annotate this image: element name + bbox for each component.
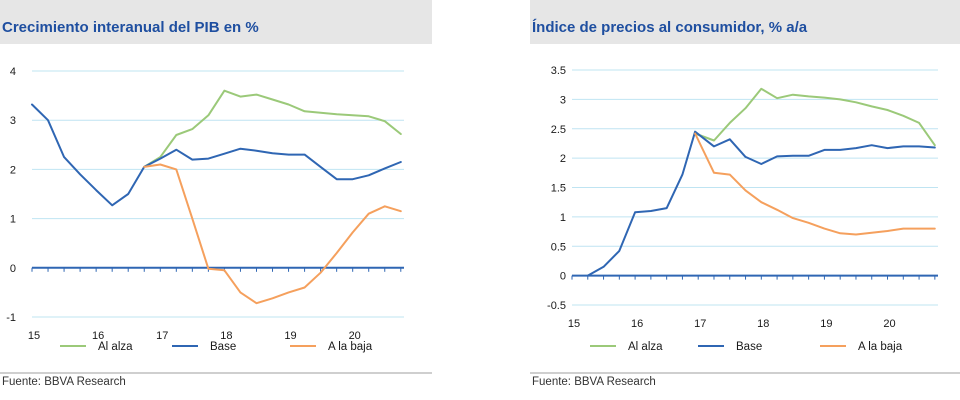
chart-title-bar: Índice de precios al consumidor, % a/a <box>530 0 960 44</box>
y-tick-label: 2 <box>560 153 566 165</box>
y-tick-label: 2.5 <box>551 124 566 136</box>
y-tick-label: 0 <box>10 263 16 275</box>
footer-divider <box>0 372 432 374</box>
legend-label: Al alza <box>98 341 133 353</box>
x-tick-label: 16 <box>92 330 104 342</box>
y-tick-label: 4 <box>10 66 16 78</box>
x-tick-label: 17 <box>694 318 706 330</box>
y-tick-label: -0.5 <box>547 300 566 312</box>
legend-label: Al alza <box>628 341 663 353</box>
x-tick-label: 15 <box>28 330 40 342</box>
x-tick-label: 16 <box>631 318 643 330</box>
x-tick-label: 19 <box>820 318 832 330</box>
x-tick-label: 20 <box>349 330 361 342</box>
series-line-base <box>586 130 936 277</box>
chart-title: Crecimiento interanual del PIB en % <box>2 19 259 36</box>
legend-label: A la baja <box>858 341 903 353</box>
x-tick-label: 19 <box>284 330 296 342</box>
y-tick-label: 1 <box>560 212 566 224</box>
footer-divider <box>530 372 960 374</box>
x-tick-label: 15 <box>568 318 580 330</box>
x-tick-label: 18 <box>220 330 232 342</box>
x-tick-label: 17 <box>156 330 168 342</box>
cpi-panel: Índice de precios al consumidor, % a/a -… <box>530 0 960 400</box>
series-line-al-alza <box>694 87 936 147</box>
y-tick-label: 3 <box>10 115 16 127</box>
series-line-a-la-baja <box>143 163 402 305</box>
y-tick-label: 1.5 <box>551 183 566 195</box>
chart-title-bar: Crecimiento interanual del PIB en % <box>0 0 432 44</box>
x-tick-label: 18 <box>757 318 769 330</box>
cpi-chart: -0.5 0 0.5 1 1.5 2 2.5 3 3.5 15 16 17 18 19 20 Al alza B… <box>547 65 938 353</box>
y-tick-label: 0 <box>560 271 566 283</box>
x-tick-label: 20 <box>883 318 895 330</box>
legend-label: Base <box>210 341 236 353</box>
legend-label: A la baja <box>328 341 373 353</box>
source-note: Fuente: BBVA Research <box>532 376 656 388</box>
series-line-base <box>31 103 402 207</box>
series-line-a-la-baja <box>694 132 936 236</box>
series-line-al-alza <box>143 89 402 168</box>
y-tick-label: 2 <box>10 164 16 176</box>
y-tick-label: 1 <box>10 214 16 226</box>
gdp-growth-panel: Crecimiento interanual del PIB en % -1 0 1… <box>0 0 432 400</box>
chart-title: Índice de precios al consumidor, % a/a <box>532 19 808 36</box>
gdp-growth-chart: -1 0 1 2 3 4 15 16 17 18 19 20 Al alza Base A la baja <box>6 66 404 353</box>
y-tick-label: 0.5 <box>551 241 566 253</box>
y-tick-label: 3 <box>560 94 566 106</box>
y-tick-label: -1 <box>6 312 16 324</box>
source-note: Fuente: BBVA Research <box>2 376 126 388</box>
legend-label: Base <box>736 341 762 353</box>
y-tick-label: 3.5 <box>551 65 566 77</box>
